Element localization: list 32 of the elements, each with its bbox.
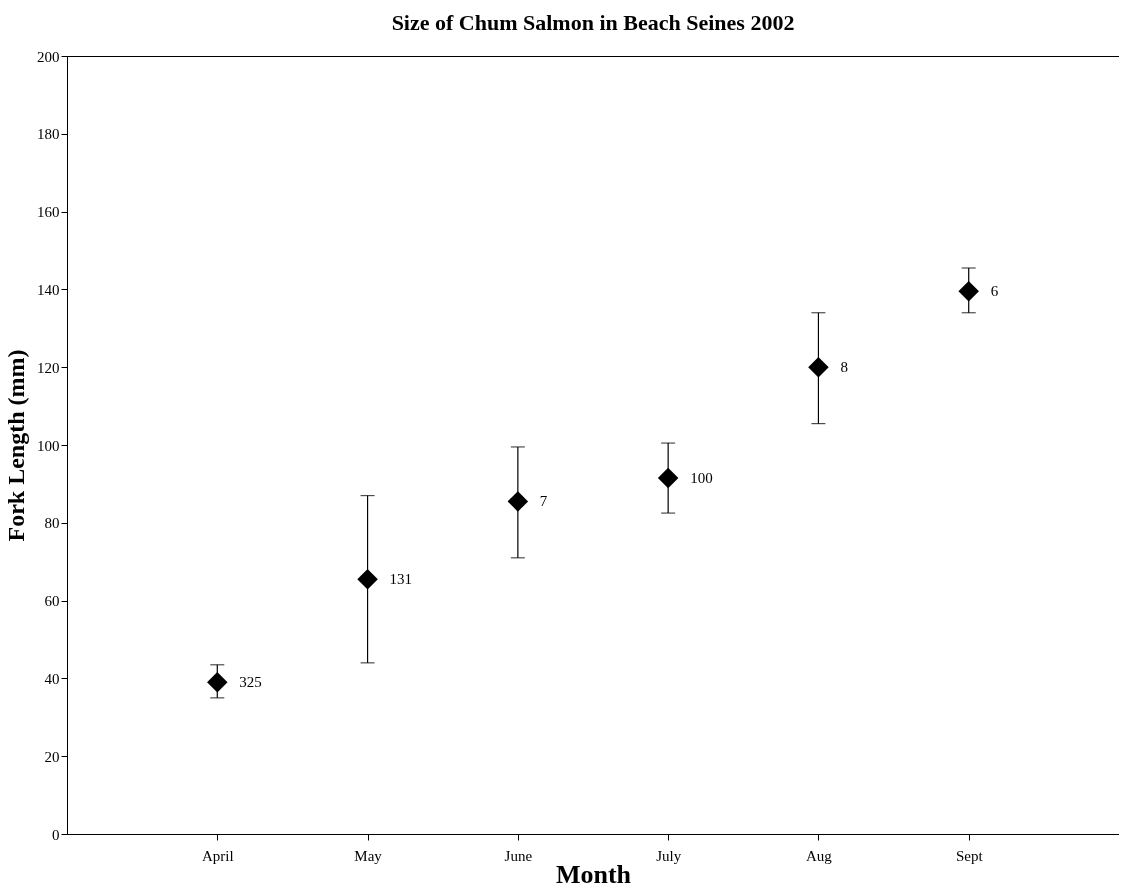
y-tick-label: 0: [52, 826, 60, 843]
point: [357, 568, 378, 590]
x-tick-label: Sept: [955, 847, 984, 864]
x-tick-label: June: [504, 847, 533, 864]
y-tick-label: 180: [37, 126, 60, 143]
annotation: 131: [389, 571, 413, 588]
x-axis-title: Month: [555, 859, 632, 889]
point: [657, 467, 679, 489]
point: [507, 491, 529, 512]
point: [958, 281, 979, 302]
x-tick-label: Aug: [806, 847, 833, 864]
y-tick-label: 80: [44, 515, 60, 532]
annotation: 8: [840, 359, 848, 376]
point: [808, 356, 829, 378]
y-tick-label: 40: [44, 670, 60, 687]
point: [207, 672, 228, 693]
annotation: 7: [539, 493, 548, 510]
y-tick-label: 160: [37, 204, 60, 221]
y-tick-label: 200: [37, 48, 60, 65]
y-tick-label: 140: [37, 281, 60, 298]
y-tick-label: 60: [44, 593, 60, 610]
x-tick-label: April: [201, 847, 234, 864]
y-tick-label: 120: [37, 359, 60, 376]
x-tick-label: July: [656, 847, 682, 864]
x-tick-label: May: [354, 847, 383, 864]
annotation: 325: [239, 674, 262, 691]
y-axis-title: Fork Length (mm): [3, 349, 29, 542]
annotation: 6: [990, 283, 999, 300]
chart-title: Size of Chum Salmon in Beach Seines 2002: [391, 10, 795, 35]
annotation: 100: [690, 470, 713, 487]
y-tick-label: 20: [44, 748, 60, 765]
y-tick-label: 100: [37, 437, 60, 454]
